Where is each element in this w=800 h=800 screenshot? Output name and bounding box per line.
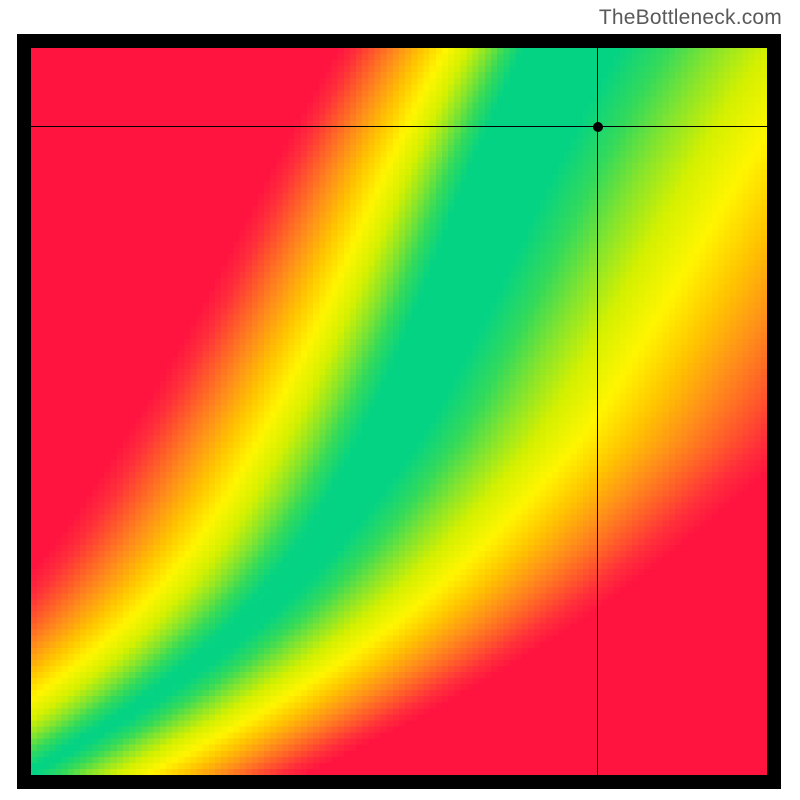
- chart-container: TheBottleneck.com: [0, 0, 800, 800]
- crosshair-horizontal: [31, 126, 767, 127]
- heatmap-canvas: [31, 48, 767, 775]
- crosshair-marker: [593, 122, 603, 132]
- crosshair-vertical: [597, 48, 598, 775]
- attribution-text: TheBottleneck.com: [599, 6, 782, 30]
- plot-area: [31, 48, 767, 775]
